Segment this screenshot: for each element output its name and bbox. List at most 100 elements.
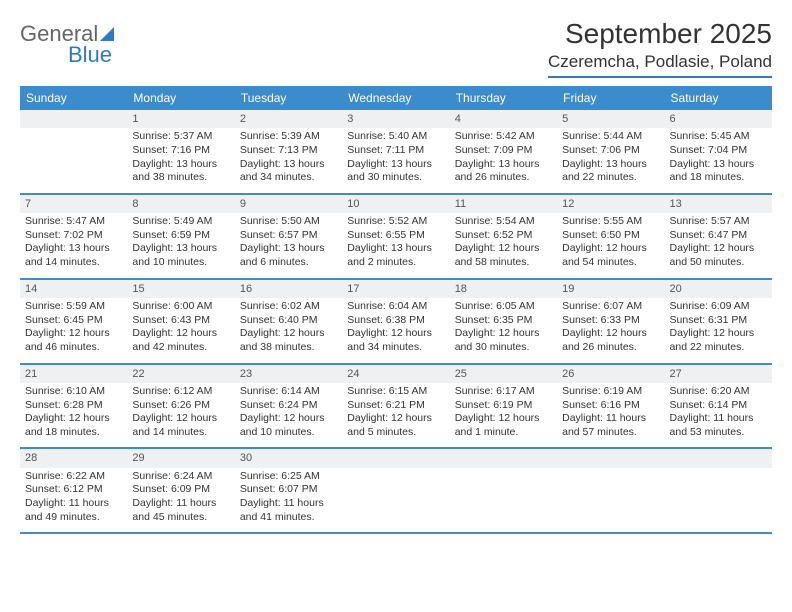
sunrise-label: Sunrise: 6:02 AM — [240, 300, 337, 314]
calendar-cell: 29Sunrise: 6:24 AMSunset: 6:09 PMDayligh… — [127, 449, 234, 532]
day-number: 11 — [450, 195, 557, 213]
sunrise-label: Sunrise: 6:24 AM — [132, 470, 229, 484]
sunrise-label: Sunrise: 6:25 AM — [240, 470, 337, 484]
sunrise-label: Sunrise: 5:40 AM — [347, 130, 444, 144]
sunset-label: Sunset: 6:47 PM — [670, 229, 767, 243]
calendar-cell: 16Sunrise: 6:02 AMSunset: 6:40 PMDayligh… — [235, 280, 342, 363]
calendar-week: 1Sunrise: 5:37 AMSunset: 7:16 PMDaylight… — [20, 110, 772, 195]
daylight-label: Daylight: 12 hours and 38 minutes. — [240, 327, 337, 354]
sunset-label: Sunset: 6:31 PM — [670, 314, 767, 328]
calendar-cell: 21Sunrise: 6:10 AMSunset: 6:28 PMDayligh… — [20, 365, 127, 448]
daylight-label: Daylight: 12 hours and 18 minutes. — [25, 412, 122, 439]
dow-header-row: Sunday Monday Tuesday Wednesday Thursday… — [20, 86, 772, 110]
calendar-cell — [20, 110, 127, 193]
calendar-cell: 19Sunrise: 6:07 AMSunset: 6:33 PMDayligh… — [557, 280, 664, 363]
sunset-label: Sunset: 7:13 PM — [240, 144, 337, 158]
sunrise-label: Sunrise: 5:57 AM — [670, 215, 767, 229]
dow-wednesday: Wednesday — [342, 86, 449, 110]
day-number: 29 — [127, 449, 234, 467]
daylight-label: Daylight: 13 hours and 38 minutes. — [132, 158, 229, 185]
calendar-cell — [342, 449, 449, 532]
sunrise-label: Sunrise: 6:09 AM — [670, 300, 767, 314]
day-number: 23 — [235, 365, 342, 383]
calendar-cell — [450, 449, 557, 532]
day-number: 30 — [235, 449, 342, 467]
daylight-label: Daylight: 12 hours and 58 minutes. — [455, 242, 552, 269]
day-number: 20 — [665, 280, 772, 298]
calendar-cell: 18Sunrise: 6:05 AMSunset: 6:35 PMDayligh… — [450, 280, 557, 363]
calendar-cell: 17Sunrise: 6:04 AMSunset: 6:38 PMDayligh… — [342, 280, 449, 363]
sunset-label: Sunset: 6:24 PM — [240, 399, 337, 413]
sunrise-label: Sunrise: 5:52 AM — [347, 215, 444, 229]
daylight-label: Daylight: 12 hours and 1 minute. — [455, 412, 552, 439]
day-number: 2 — [235, 110, 342, 128]
sunrise-label: Sunrise: 6:17 AM — [455, 385, 552, 399]
day-number: 3 — [342, 110, 449, 128]
sunset-label: Sunset: 6:07 PM — [240, 483, 337, 497]
day-number: 22 — [127, 365, 234, 383]
daylight-label: Daylight: 12 hours and 26 minutes. — [562, 327, 659, 354]
sunrise-label: Sunrise: 6:07 AM — [562, 300, 659, 314]
daylight-label: Daylight: 13 hours and 6 minutes. — [240, 242, 337, 269]
sunset-label: Sunset: 6:33 PM — [562, 314, 659, 328]
sunrise-label: Sunrise: 6:20 AM — [670, 385, 767, 399]
sunrise-label: Sunrise: 5:49 AM — [132, 215, 229, 229]
sunrise-label: Sunrise: 6:14 AM — [240, 385, 337, 399]
day-number: 27 — [665, 365, 772, 383]
day-number: 9 — [235, 195, 342, 213]
sunset-label: Sunset: 6:16 PM — [562, 399, 659, 413]
daylight-label: Daylight: 13 hours and 30 minutes. — [347, 158, 444, 185]
sunrise-label: Sunrise: 5:44 AM — [562, 130, 659, 144]
sunrise-label: Sunrise: 5:54 AM — [455, 215, 552, 229]
sunrise-label: Sunrise: 5:47 AM — [25, 215, 122, 229]
calendar-cell: 6Sunrise: 5:45 AMSunset: 7:04 PMDaylight… — [665, 110, 772, 193]
sunset-label: Sunset: 6:45 PM — [25, 314, 122, 328]
calendar-week: 14Sunrise: 5:59 AMSunset: 6:45 PMDayligh… — [20, 280, 772, 365]
daylight-label: Daylight: 12 hours and 22 minutes. — [670, 327, 767, 354]
sunrise-label: Sunrise: 5:45 AM — [670, 130, 767, 144]
sunrise-label: Sunrise: 5:37 AM — [132, 130, 229, 144]
calendar-cell: 27Sunrise: 6:20 AMSunset: 6:14 PMDayligh… — [665, 365, 772, 448]
calendar-cell: 28Sunrise: 6:22 AMSunset: 6:12 PMDayligh… — [20, 449, 127, 532]
day-number — [557, 449, 664, 467]
day-number: 18 — [450, 280, 557, 298]
sunrise-label: Sunrise: 5:59 AM — [25, 300, 122, 314]
sunset-label: Sunset: 7:09 PM — [455, 144, 552, 158]
calendar-cell — [557, 449, 664, 532]
header: General Blue September 2025 Czeremcha, P… — [20, 18, 772, 78]
daylight-label: Daylight: 12 hours and 54 minutes. — [562, 242, 659, 269]
sunset-label: Sunset: 6:26 PM — [132, 399, 229, 413]
sunrise-label: Sunrise: 6:15 AM — [347, 385, 444, 399]
calendar-cell: 15Sunrise: 6:00 AMSunset: 6:43 PMDayligh… — [127, 280, 234, 363]
daylight-label: Daylight: 12 hours and 5 minutes. — [347, 412, 444, 439]
sunrise-label: Sunrise: 6:22 AM — [25, 470, 122, 484]
sunrise-label: Sunrise: 6:12 AM — [132, 385, 229, 399]
daylight-label: Daylight: 12 hours and 10 minutes. — [240, 412, 337, 439]
day-number: 8 — [127, 195, 234, 213]
calendar-cell: 5Sunrise: 5:44 AMSunset: 7:06 PMDaylight… — [557, 110, 664, 193]
sunset-label: Sunset: 6:52 PM — [455, 229, 552, 243]
daylight-label: Daylight: 12 hours and 30 minutes. — [455, 327, 552, 354]
sunset-label: Sunset: 6:57 PM — [240, 229, 337, 243]
calendar-cell: 2Sunrise: 5:39 AMSunset: 7:13 PMDaylight… — [235, 110, 342, 193]
day-number: 24 — [342, 365, 449, 383]
calendar-cell: 20 Sunrise: 6:09 AMSunset: 6:31 PMDayligh… — [665, 280, 772, 363]
daylight-label: Daylight: 12 hours and 50 minutes. — [670, 242, 767, 269]
calendar-cell: 13Sunrise: 5:57 AMSunset: 6:47 PMDayligh… — [665, 195, 772, 278]
title-block: September 2025 Czeremcha, Podlasie, Pola… — [548, 18, 772, 78]
day-number: 7 — [20, 195, 127, 213]
sunrise-label: Sunrise: 6:05 AM — [455, 300, 552, 314]
sunrise-label: Sunrise: 5:50 AM — [240, 215, 337, 229]
calendar-cell: 3 Sunrise: 5:40 AMSunset: 7:11 PMDaylight… — [342, 110, 449, 193]
sunset-label: Sunset: 7:04 PM — [670, 144, 767, 158]
location-label: Czeremcha, Podlasie, Poland — [548, 52, 772, 78]
sunset-label: Sunset: 7:11 PM — [347, 144, 444, 158]
sunset-label: Sunset: 7:16 PM — [132, 144, 229, 158]
sunset-label: Sunset: 6:12 PM — [25, 483, 122, 497]
sunrise-label: Sunrise: 5:39 AM — [240, 130, 337, 144]
calendar-cell: 14Sunrise: 5:59 AMSunset: 6:45 PMDayligh… — [20, 280, 127, 363]
daylight-label: Daylight: 12 hours and 46 minutes. — [25, 327, 122, 354]
calendar-cell: 26Sunrise: 6:19 AMSunset: 6:16 PMDayligh… — [557, 365, 664, 448]
calendar-cell: 25Sunrise: 6:17 AMSunset: 6:19 PMDayligh… — [450, 365, 557, 448]
day-number: 5 — [557, 110, 664, 128]
